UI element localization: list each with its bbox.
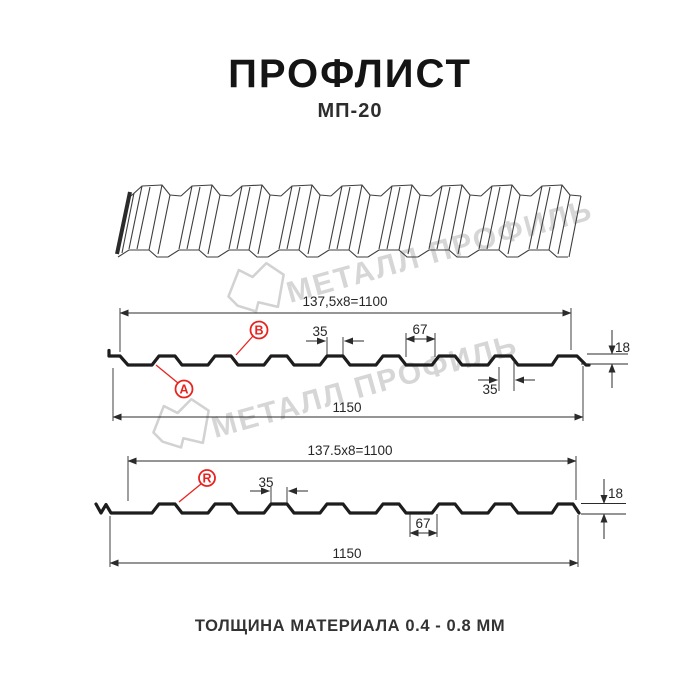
profile-outline-reverse: [94, 502, 581, 515]
brand-logo-icon: [227, 261, 285, 313]
dim-pitch-top: 137,5x8=1100: [303, 294, 388, 309]
material-thickness-note: ТОЛЩИНА МАТЕРИАЛА 0.4 - 0.8 ММ: [194, 617, 506, 635]
dim-profile-height: 18: [615, 340, 630, 355]
dim-rib-spacing: 67: [415, 516, 430, 531]
side-r-badge: [198, 469, 216, 487]
dim-rib-top-width: 35: [258, 475, 273, 490]
sheet-left-cut-edge: [115, 191, 132, 255]
side-b-label: B: [254, 324, 263, 338]
side-a-label: A: [179, 383, 188, 397]
page-title: ПРОФЛИСТ: [228, 52, 472, 96]
dim-profile-height: 18: [608, 486, 623, 501]
cross-section-reverse: 137.5x8=1100 35 67 18 1150 R: [94, 443, 626, 567]
watermark-brand-upper: МЕТАЛЛ ПРОФИЛЬ: [227, 193, 597, 313]
cross-section-front: 137,5x8=1100 35 67 18 35 1150: [107, 294, 630, 421]
dim-total-width: 1150: [332, 400, 361, 415]
watermark-text: МЕТАЛЛ ПРОФИЛЬ: [283, 193, 597, 309]
dim-total-width: 1150: [332, 546, 361, 561]
watermark-brand-lower: МЕТАЛЛ ПРОФИЛЬ: [152, 328, 522, 449]
dim-rib-spacing: 67: [412, 322, 427, 337]
profile-model-subtitle: МП-20: [317, 100, 383, 122]
side-a-badge: [174, 379, 194, 399]
side-b-badge: [249, 320, 269, 340]
dim-rib-bottom-width: 35: [482, 382, 497, 397]
brand-logo-icon: [152, 397, 210, 449]
dim-pitch-top: 137.5x8=1100: [308, 443, 393, 458]
profile-outline-front: [107, 348, 591, 367]
sheet-left-edge-line: [121, 192, 135, 254]
dim-rib-top-width: 35: [312, 324, 327, 339]
sheet-right-cut-edge: [568, 195, 582, 258]
watermark-text: МЕТАЛЛ ПРОФИЛЬ: [208, 328, 522, 444]
side-r-label: R: [202, 472, 211, 486]
profile-3d-view: [115, 184, 582, 258]
